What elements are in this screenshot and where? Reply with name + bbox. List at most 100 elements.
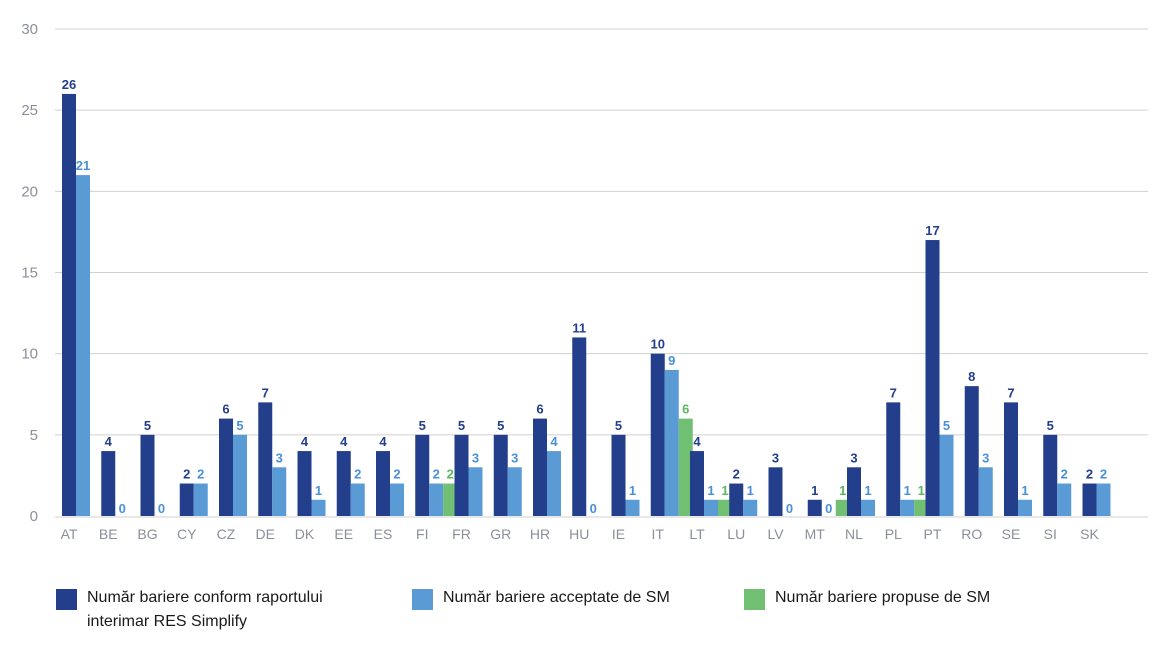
data-label: 10 (651, 337, 665, 352)
bar (258, 402, 273, 516)
bar (272, 467, 287, 516)
bar (1004, 402, 1018, 516)
bar (533, 418, 547, 516)
data-label: 5 (458, 418, 465, 433)
x-tick-label: RO (961, 526, 982, 542)
bar (390, 483, 404, 516)
data-label: 4 (340, 434, 348, 449)
data-label: 9 (668, 353, 675, 368)
legend-swatch-conform (56, 589, 77, 610)
bar (1043, 434, 1058, 516)
data-label: 1 (315, 483, 322, 498)
bar (101, 451, 116, 516)
bar (572, 337, 587, 516)
data-label: 2 (197, 467, 204, 482)
bar (454, 434, 469, 516)
x-tick-label: GR (490, 526, 511, 542)
bar (443, 483, 458, 516)
data-label: 6 (536, 402, 543, 417)
bar (664, 369, 679, 516)
data-label: 2 (183, 467, 190, 482)
data-label: 0 (119, 501, 126, 516)
data-label: 5 (943, 418, 950, 433)
y-tick-label: 10 (21, 346, 38, 363)
data-label: 1 (864, 483, 871, 498)
x-tick-label: SK (1080, 526, 1099, 542)
bar (311, 499, 326, 516)
bar (179, 483, 194, 516)
data-label: 1 (904, 483, 911, 498)
x-tick-label: ES (374, 526, 393, 542)
data-label: 3 (511, 450, 518, 465)
bar (807, 499, 822, 516)
bar (547, 451, 561, 516)
bar (233, 434, 247, 516)
bar (768, 467, 783, 516)
data-label: 2 (1086, 467, 1093, 482)
data-label: 6 (682, 402, 689, 417)
data-label: 4 (379, 434, 387, 449)
y-tick-label: 20 (21, 183, 38, 200)
bar (835, 499, 850, 516)
data-label: 4 (105, 434, 113, 449)
data-label: 4 (693, 434, 701, 449)
x-tick-label: BG (137, 526, 157, 542)
data-label: 5 (615, 418, 622, 433)
x-tick-label: SE (1002, 526, 1021, 542)
data-label: 21 (76, 158, 90, 173)
x-tick-label: FI (416, 526, 428, 542)
bar (729, 483, 744, 516)
data-label: 26 (62, 77, 76, 92)
bar (861, 499, 875, 516)
data-label: 0 (158, 501, 165, 516)
legend-swatch-propuse (744, 589, 765, 610)
bar (1082, 483, 1097, 516)
x-tick-label: IE (612, 526, 625, 542)
x-tick-label: FR (452, 526, 471, 542)
data-label: 0 (786, 501, 793, 516)
bar (415, 434, 430, 516)
legend-label-conform: Număr bariere conform raportului interim… (87, 589, 323, 630)
x-tick-label: HR (530, 526, 550, 542)
x-tick-label: AT (61, 526, 78, 542)
data-label: 2 (733, 467, 740, 482)
data-label: 2 (354, 467, 361, 482)
x-tick-label: IT (652, 526, 665, 542)
x-tick-label: MT (805, 526, 826, 542)
bar (297, 451, 312, 516)
x-tick-label: LU (727, 526, 745, 542)
data-label: 0 (590, 501, 597, 516)
data-label: 5 (144, 418, 151, 433)
data-label: 1 (839, 483, 846, 498)
data-label: 1 (811, 483, 818, 498)
x-tick-label: LT (689, 526, 705, 542)
bar (964, 386, 979, 516)
bar (678, 418, 693, 516)
bar (847, 467, 861, 516)
x-tick-label: SI (1044, 526, 1057, 542)
data-label: 2 (393, 467, 400, 482)
legend-label-acceptate: Număr bariere acceptate de SM (443, 589, 670, 606)
bar (925, 240, 940, 517)
y-tick-label: 25 (21, 102, 38, 119)
x-tick-label: HU (569, 526, 589, 542)
x-tick-label: BE (99, 526, 118, 542)
bar (718, 499, 732, 516)
bar (350, 483, 365, 516)
data-label: 2 (433, 467, 440, 482)
y-tick-label: 5 (30, 427, 38, 444)
data-label: 3 (772, 450, 779, 465)
bar (507, 467, 522, 516)
x-tick-label: EE (334, 526, 353, 542)
bar (914, 499, 929, 516)
bar (468, 467, 483, 516)
x-tick-label: NL (845, 526, 863, 542)
y-tick-label: 0 (30, 508, 38, 525)
data-label: 2 (447, 467, 454, 482)
data-label: 0 (825, 501, 832, 516)
legend-item-propuse: Număr bariere propuse de SM (744, 586, 990, 610)
data-label: 3 (276, 450, 283, 465)
x-tick-label: DK (295, 526, 315, 542)
data-label: 7 (262, 385, 269, 400)
